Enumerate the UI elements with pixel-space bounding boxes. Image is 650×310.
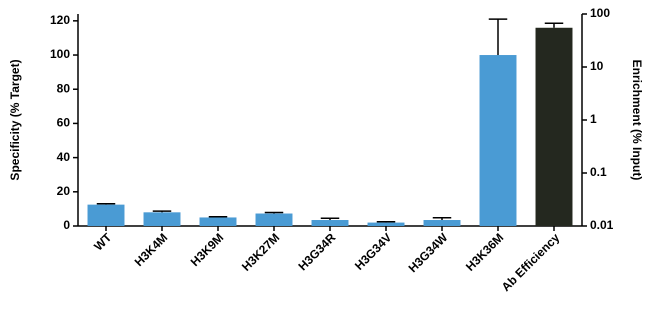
bar <box>367 222 405 226</box>
y2-tick-label: 1 <box>590 112 597 126</box>
x-tick-label: H3K36M <box>463 230 506 273</box>
x-tick-label: H3K27M <box>239 230 282 273</box>
x-tick-label: WT <box>91 230 115 254</box>
x-tick-label: H3K4M <box>132 230 171 269</box>
x-tick-label: H3G34V <box>352 230 394 272</box>
y2-tick-label: 0.1 <box>590 165 607 179</box>
x-tick-label: Ab Efficiency <box>499 230 563 294</box>
y-tick-label: 80 <box>57 81 71 95</box>
y-tick-label: 120 <box>50 13 70 27</box>
y2-tick-label: 100 <box>590 6 610 20</box>
y-tick-label: 60 <box>57 116 71 130</box>
bar <box>199 217 237 226</box>
bar <box>311 220 349 226</box>
y-axis-title: Specificity (% Target) <box>8 59 22 180</box>
y2-tick-label: 0.01 <box>590 218 614 232</box>
y2-axis-title: Enrichment (% Input) <box>630 60 644 181</box>
bar <box>87 204 125 226</box>
x-tick-label: H3G34W <box>406 230 451 275</box>
bar <box>255 213 293 226</box>
y-tick-label: 20 <box>57 184 71 198</box>
bar <box>423 220 461 226</box>
bar <box>143 212 181 226</box>
y-tick-label: 0 <box>63 218 70 232</box>
y-tick-label: 100 <box>50 47 70 61</box>
x-tick-label: H3G34R <box>295 230 338 273</box>
x-tick-label: H3K9M <box>188 230 227 269</box>
y2-tick-label: 10 <box>590 59 604 73</box>
y-tick-label: 40 <box>57 150 71 164</box>
bar <box>479 55 517 226</box>
bar <box>535 27 573 227</box>
